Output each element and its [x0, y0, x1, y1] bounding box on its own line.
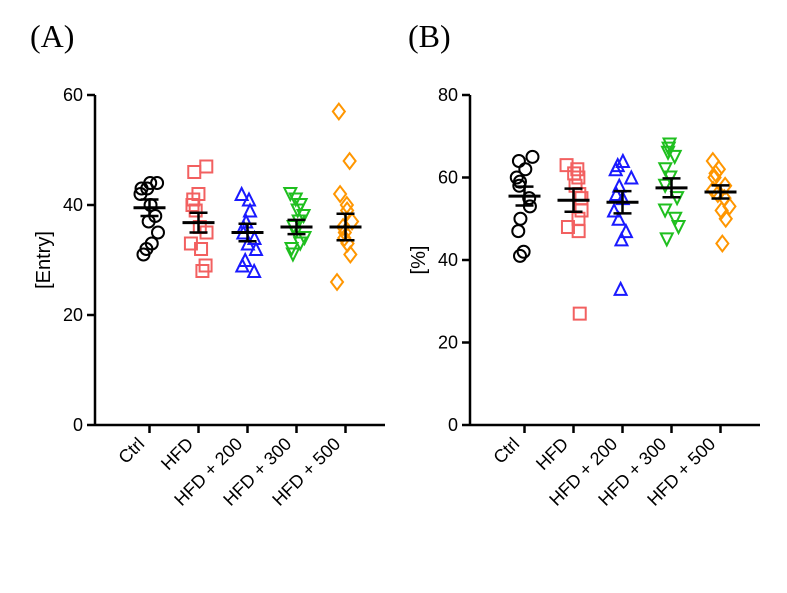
panel-label-a: (A) [30, 18, 74, 55]
data-point [661, 233, 673, 245]
x-tick-label: Ctrl [489, 434, 523, 468]
data-point [188, 166, 200, 178]
data-point [514, 213, 526, 225]
data-point [236, 188, 248, 200]
y-tick-label: 40 [438, 250, 458, 270]
data-point [615, 283, 627, 295]
y-axis-label: [Entry] [33, 231, 55, 289]
data-point [615, 233, 627, 245]
y-tick-label: 60 [438, 168, 458, 188]
y-tick-label: 80 [438, 85, 458, 105]
y-tick-label: 20 [438, 333, 458, 353]
x-tick-label: HFD [532, 434, 572, 474]
data-point [610, 188, 622, 200]
data-point [200, 161, 212, 173]
panel-label-b: (B) [408, 18, 451, 55]
data-point [526, 151, 538, 163]
data-point [512, 225, 524, 237]
data-point [152, 227, 164, 239]
data-point [568, 167, 580, 179]
data-point [625, 172, 637, 184]
y-tick-label: 20 [63, 305, 83, 325]
data-point [669, 213, 681, 225]
y-tick-label: 0 [73, 415, 83, 435]
figure: (A) (B) 0204060[Entry]CtrlHFDHFD + 200HF… [0, 0, 787, 593]
data-point [574, 308, 586, 320]
x-tick-label: Ctrl [114, 434, 148, 468]
data-point [513, 155, 525, 167]
data-point [659, 163, 671, 175]
y-tick-label: 40 [63, 195, 83, 215]
data-point [331, 274, 343, 290]
data-point [659, 180, 671, 192]
data-point [716, 236, 728, 252]
y-axis-label: [%] [408, 246, 430, 275]
data-point [333, 104, 345, 120]
data-point [519, 163, 531, 175]
data-point [673, 221, 685, 233]
y-tick-label: 60 [63, 85, 83, 105]
chart-svg: 0204060[Entry]CtrlHFDHFD + 200HFD + 300H… [0, 0, 787, 593]
data-point [608, 205, 620, 217]
x-tick-label: HFD [157, 434, 197, 474]
y-tick-label: 0 [448, 415, 458, 435]
data-point [344, 153, 356, 169]
data-point [570, 180, 582, 192]
